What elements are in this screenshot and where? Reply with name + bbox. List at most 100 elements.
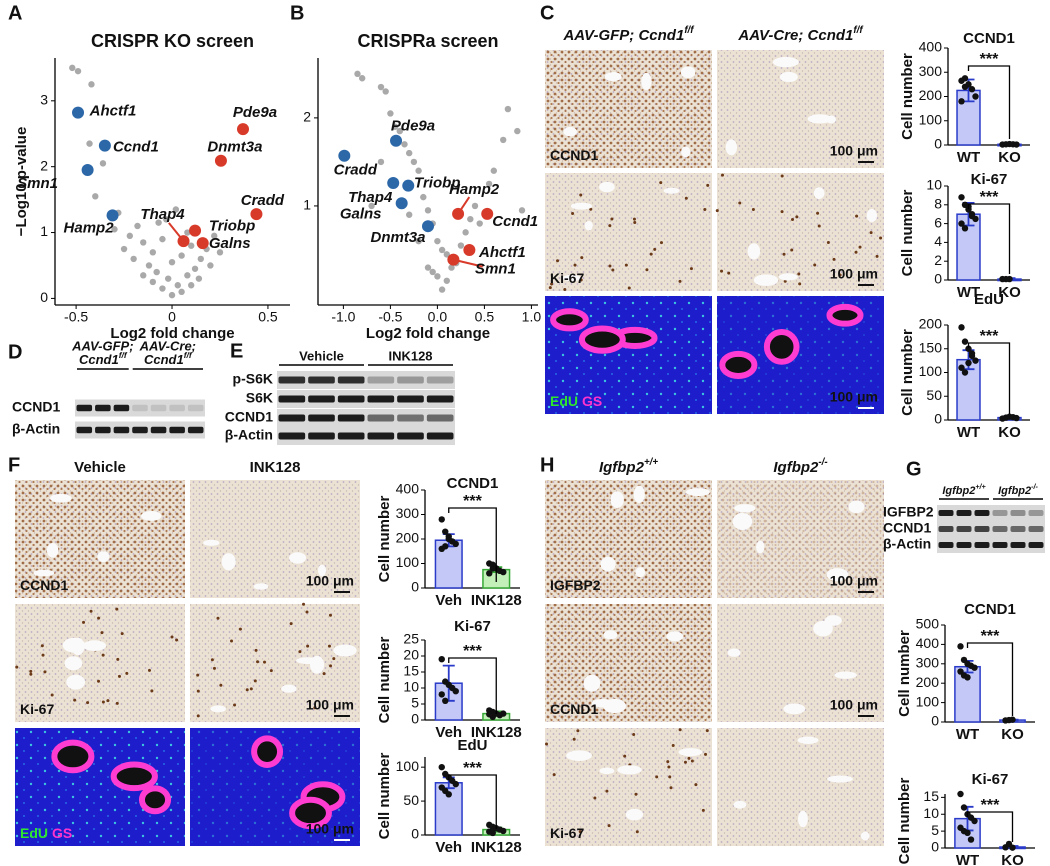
gray-point [429, 268, 436, 276]
blot-band [397, 414, 424, 422]
blot-band [278, 395, 306, 403]
data-point [965, 345, 972, 352]
blot-strip [277, 390, 455, 408]
data-point [438, 691, 445, 698]
gray-point [159, 285, 166, 292]
stained-nucleus [552, 773, 556, 777]
stained-nucleus [826, 241, 830, 245]
blot-header-sup: +/+ [975, 483, 986, 491]
stained-nucleus [678, 728, 682, 732]
gray-point [476, 220, 483, 227]
y-tick-label: 0 [934, 136, 942, 152]
blot-row-label: β-Actin [12, 421, 60, 437]
stained-nucleus [253, 679, 257, 683]
gene-label: Hamp2 [449, 181, 500, 198]
micrograph-label: Ki-67 [550, 825, 584, 841]
vessel [600, 556, 616, 572]
x-tick-label: Veh [435, 724, 462, 741]
gray-point [145, 262, 153, 269]
vessel [778, 273, 798, 281]
y-tick-label: 15 [923, 788, 939, 804]
stained-nucleus [328, 613, 332, 617]
blot-band [426, 376, 454, 384]
stained-nucleus [196, 673, 200, 677]
stained-nucleus [653, 247, 657, 251]
stained-nucleus [813, 263, 817, 267]
vessel [783, 703, 806, 715]
y-tick-label: 2 [303, 109, 311, 125]
gray-point [514, 127, 521, 135]
stained-nucleus [634, 792, 638, 796]
vessel [756, 540, 765, 554]
gray-point [69, 64, 76, 72]
hematoxylin [717, 50, 884, 168]
chart-title: CCND1 [447, 475, 499, 492]
bar [434, 782, 463, 836]
micrograph-label: Ki-67 [550, 270, 584, 286]
stained-nucleus [115, 701, 119, 705]
data-point [1013, 141, 1020, 148]
y-tick-label: 25 [403, 631, 419, 647]
x-tick-label: 0.5 [258, 309, 278, 325]
vessel [333, 644, 357, 657]
column-header-base: Igfbp2 [599, 459, 645, 476]
blot-band [76, 404, 93, 412]
stained-nucleus [816, 211, 820, 215]
gray-point [120, 245, 128, 253]
stained-nucleus [117, 674, 121, 678]
stained-nucleus [50, 693, 54, 697]
stained-nucleus [100, 631, 104, 635]
gray-point [382, 88, 389, 95]
data-point [445, 791, 452, 798]
blot-band [169, 404, 185, 412]
y-tick-label: 150 [919, 339, 943, 355]
stained-nucleus [832, 257, 836, 261]
micrograph-label: CCND1 [550, 147, 598, 163]
stained-nucleus [684, 196, 688, 200]
blot-band [308, 432, 335, 440]
stained-nucleus [705, 729, 709, 733]
blot-header: Ccnd1f/f [144, 350, 193, 367]
hematoxylin [15, 604, 185, 722]
micrograph-label-part: CCND1 [550, 147, 598, 163]
stained-nucleus [571, 212, 575, 216]
gray-point [443, 277, 451, 284]
gene-label: Triobp [209, 218, 255, 235]
x-tick-label: -0.5 [378, 309, 402, 325]
gs-ring [51, 739, 95, 774]
hematoxylin [545, 728, 712, 846]
data-point [438, 516, 445, 523]
stained-nucleus [82, 620, 86, 624]
micrograph-label-part: Ki-67 [550, 825, 584, 841]
blot-band [278, 432, 306, 440]
blot-header: AAV-GFP; [71, 338, 133, 353]
gene-label: Ccnd1 [113, 139, 159, 156]
stained-nucleus [576, 729, 580, 733]
y-tick-label: 2 [40, 157, 48, 173]
stained-nucleus [579, 193, 583, 197]
gray-point [415, 167, 422, 174]
data-point [1009, 716, 1016, 723]
gs-ring [110, 761, 158, 792]
column-header: INK128 [250, 459, 301, 476]
stained-nucleus [329, 664, 333, 668]
stained-nucleus [254, 648, 258, 652]
gray-point [438, 246, 446, 254]
stained-nucleus [858, 245, 862, 249]
gene-point [237, 123, 249, 136]
stained-nucleus [245, 688, 249, 692]
scale-bar-label: 100 μm [830, 697, 878, 713]
significance-label: *** [981, 628, 1000, 645]
vessel [604, 71, 622, 82]
stained-nucleus [694, 783, 698, 787]
gene-label: Galns [340, 205, 382, 222]
stained-nucleus [327, 644, 331, 648]
chart-title: CRISPR KO screen [91, 31, 254, 51]
gs-ring [719, 350, 758, 379]
vessel [82, 640, 107, 652]
micrograph-label: EdU GS [20, 825, 72, 841]
data-point [961, 338, 969, 345]
vessel [281, 684, 297, 693]
x-tick-label: KO [1001, 726, 1024, 743]
stained-nucleus [29, 669, 33, 673]
